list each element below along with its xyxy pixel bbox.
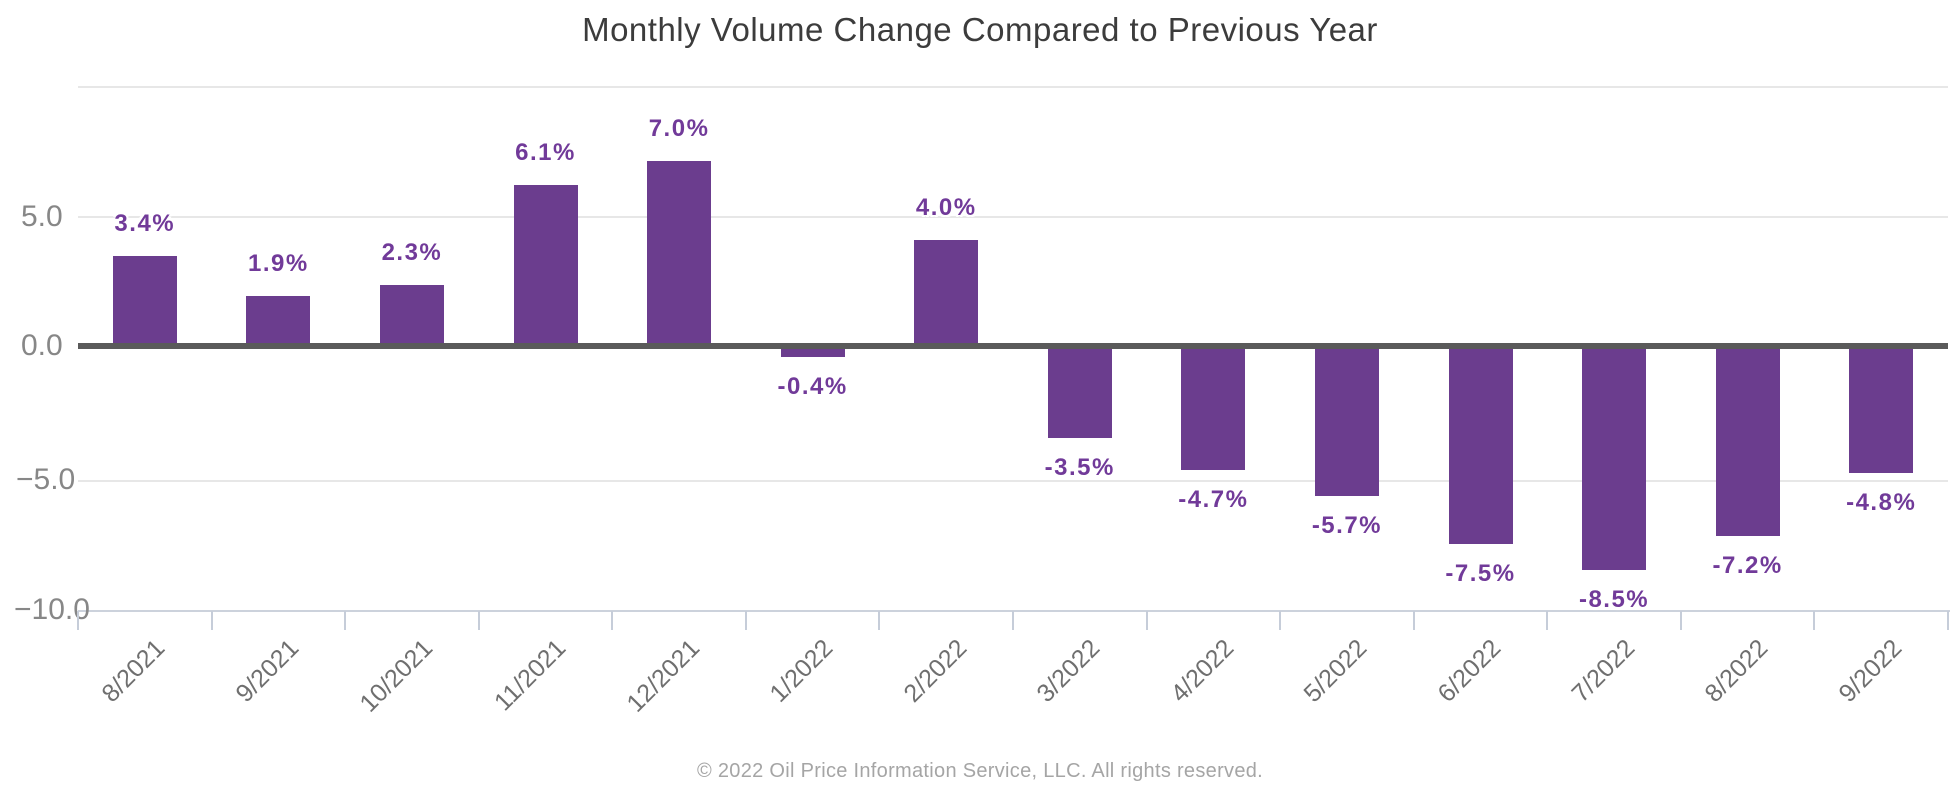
x-axis-label-text: 12/2021 xyxy=(621,634,705,718)
y-axis-tick-label: 5.0 xyxy=(21,200,63,233)
bar-value-label: -7.5% xyxy=(1445,560,1516,587)
gridline-minus5 xyxy=(78,480,1948,482)
x-tick-mark xyxy=(1546,611,1549,630)
x-tick-mark xyxy=(611,611,614,630)
bar-value-label: -7.2% xyxy=(1712,552,1783,580)
x-axis-label-text: 9/2021 xyxy=(230,634,305,708)
x-tick-mark xyxy=(744,611,747,630)
x-tick-mark xyxy=(210,611,213,630)
x-tick-mark xyxy=(344,611,347,630)
x-tick-mark xyxy=(1679,611,1682,630)
bar xyxy=(379,285,444,343)
x-axis-label-text: 4/2022 xyxy=(1165,634,1240,708)
gridline-plus10 xyxy=(78,86,1948,88)
bar xyxy=(1047,349,1112,439)
bar-value-label: -0.4% xyxy=(777,372,848,400)
x-axis-label-text: 8/2022 xyxy=(1699,634,1774,708)
x-tick-mark xyxy=(1412,611,1415,630)
bar xyxy=(246,295,311,343)
x-axis-label-text: 10/2021 xyxy=(354,634,438,718)
x-tick-mark xyxy=(477,611,480,630)
x-tick-mark xyxy=(1947,611,1949,630)
x-tick-mark xyxy=(1012,611,1014,630)
bar-value-label: -4.8% xyxy=(1846,488,1917,516)
y-axis-tick-label: −5.0 xyxy=(16,463,76,496)
bar-value-label: 7.0% xyxy=(648,115,710,143)
x-tick-mark xyxy=(77,611,79,630)
footer-copyright: © 2022 Oil Price Information Service, LL… xyxy=(696,760,1264,782)
bar xyxy=(1448,349,1513,544)
x-tick-mark xyxy=(1279,611,1282,630)
x-axis-label-text: 1/2022 xyxy=(764,634,839,708)
chart-title: Monthly Volume Change Compared to Previo… xyxy=(582,11,1378,48)
x-tick-mark xyxy=(1813,611,1816,630)
bar-value-label: 1.9% xyxy=(247,249,309,277)
bar xyxy=(780,349,845,357)
zero-line xyxy=(78,343,1948,349)
bar-value-label: -8.5% xyxy=(1578,586,1650,614)
x-axis-label-text: 6/2022 xyxy=(1432,634,1507,708)
bar xyxy=(1181,349,1246,471)
x-axis-label-text: 5/2022 xyxy=(1298,634,1373,708)
bar-value-label: -5.7% xyxy=(1311,512,1383,540)
bar xyxy=(1849,349,1914,473)
bar xyxy=(1314,349,1379,497)
bar xyxy=(112,256,177,343)
x-axis-label-text: 3/2022 xyxy=(1031,634,1106,708)
bar-value-label: 2.3% xyxy=(381,239,443,267)
x-axis-line xyxy=(78,610,1950,612)
bar-value-label: 6.1% xyxy=(515,138,576,166)
bar xyxy=(914,240,979,343)
x-axis-label-text: 2/2022 xyxy=(898,634,973,708)
x-axis-label-text: 7/2022 xyxy=(1565,634,1640,708)
gridline-plus5 xyxy=(78,216,1948,218)
bar-value-label: 4.0% xyxy=(915,194,977,222)
bar xyxy=(1582,349,1647,571)
x-tick-mark xyxy=(878,611,881,630)
x-axis-label-text: 8/2021 xyxy=(96,634,171,708)
bar-value-label: -3.5% xyxy=(1044,454,1115,482)
bar-value-label: 3.4% xyxy=(114,210,176,238)
bar xyxy=(647,161,712,343)
bar xyxy=(513,184,578,343)
bar-value-label: -4.7% xyxy=(1178,486,1249,514)
bar xyxy=(1715,349,1780,537)
x-axis-label-text: 9/2022 xyxy=(1833,634,1908,708)
y-axis-tick-label: 0.0 xyxy=(21,329,63,362)
x-tick-mark xyxy=(1145,611,1148,630)
x-axis-label-text: 11/2021 xyxy=(488,634,572,717)
